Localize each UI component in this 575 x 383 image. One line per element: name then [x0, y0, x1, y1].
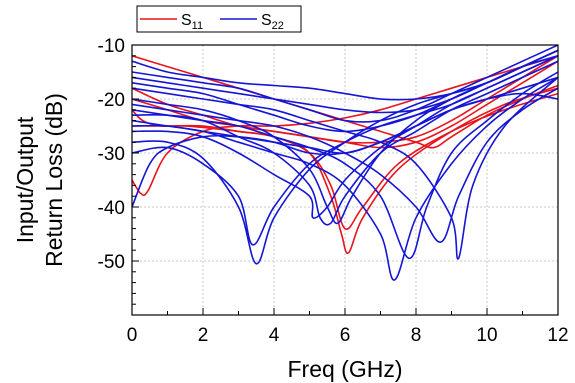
y-tick-label: -40 — [98, 198, 125, 219]
series-group — [132, 45, 558, 281]
x-tick-label: 10 — [476, 325, 497, 346]
series-line-s22-19 — [132, 92, 558, 154]
legend-label-subscript: 22 — [272, 20, 284, 32]
x-tick-label: 6 — [340, 325, 351, 346]
tick-labels: 0 2 4 6 8 10 12 -10 -20 -30 -40 -50 — [98, 36, 569, 346]
y-axis-label-line1: Input/Output — [12, 116, 38, 243]
legend-label-subscript: 11 — [192, 20, 203, 32]
series-line-s22-20 — [132, 45, 558, 123]
legend-label-main: S — [261, 12, 272, 29]
legend-label-s22: S22 — [261, 12, 284, 32]
series-line-s22-17 — [132, 55, 558, 133]
y-tick-label: -20 — [98, 90, 125, 111]
x-tick-label: 0 — [127, 325, 138, 346]
x-tick-label: 12 — [547, 325, 568, 346]
series-line-s22-15 — [132, 76, 558, 260]
y-tick-label: -50 — [98, 252, 125, 273]
series-line-s22-10 — [132, 60, 558, 226]
series-line-s11-6 — [132, 92, 558, 230]
x-axis-label: Freq (GHz) — [288, 356, 403, 382]
legend-label-s11: S11 — [181, 12, 203, 32]
y-tick-label: -30 — [98, 144, 125, 165]
legend-box — [136, 5, 302, 33]
y-tick-label: -10 — [98, 36, 125, 57]
x-tick-label: 4 — [269, 325, 280, 346]
x-tick-label: 2 — [198, 325, 209, 346]
y-axis-label-line2: Return Loss (dB) — [41, 93, 67, 267]
ticks — [131, 44, 559, 316]
series-line-s22-21 — [132, 55, 558, 219]
series-line-s11-1 — [132, 55, 558, 197]
legend: S11 S22 — [136, 5, 302, 33]
x-tick-label: 8 — [411, 325, 422, 346]
series-line-s22-13 — [132, 71, 558, 260]
legend-label-main: S — [181, 12, 192, 29]
